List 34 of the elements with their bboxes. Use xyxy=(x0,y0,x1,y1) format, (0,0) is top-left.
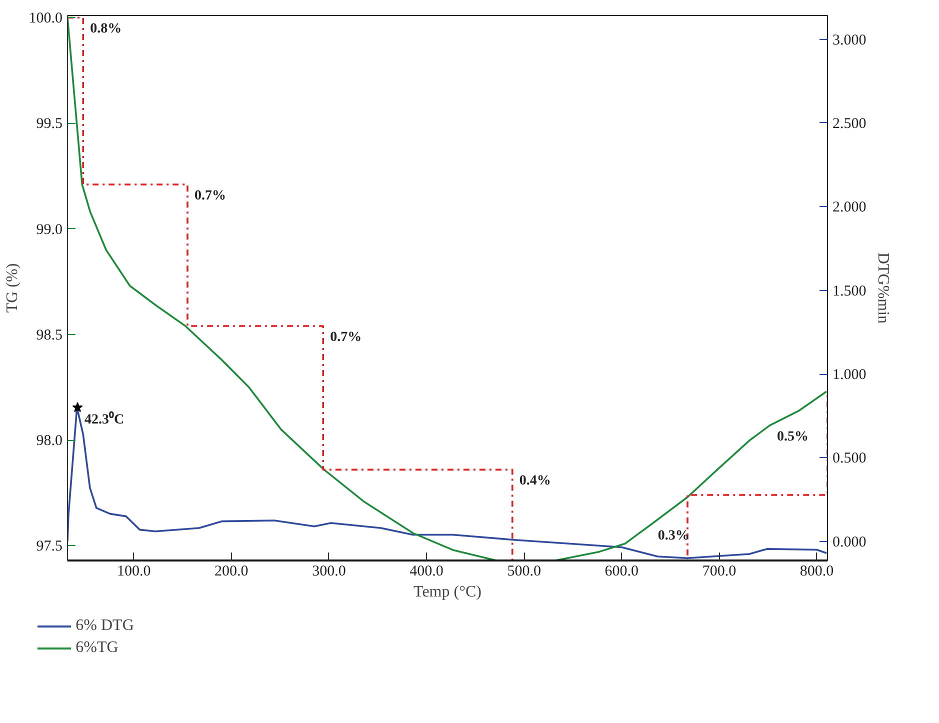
annotation: 0.5% xyxy=(776,429,808,444)
y-tick-label: 97.5 xyxy=(36,538,62,555)
x-axis-title: Temp (°C) xyxy=(414,584,482,600)
y2-tick-label: 1.000 xyxy=(832,367,866,384)
annotation: 0.3% xyxy=(658,528,690,544)
y2-tick-label: 0.500 xyxy=(832,450,866,467)
y-tick-label: 98.0 xyxy=(36,433,62,450)
x-tick-label: 600.0 xyxy=(604,564,639,580)
x-tick-label: 100.0 xyxy=(116,564,151,580)
y-tick-label: 100.0 xyxy=(28,10,62,27)
y2-tick-label: 2.500 xyxy=(832,116,866,132)
y-tick-label: 99.5 xyxy=(36,116,62,132)
annotation: 0.8% xyxy=(90,22,122,37)
annotation: 42.3⁰C xyxy=(84,410,124,428)
y2-tick-label: 0.000 xyxy=(832,534,866,550)
y2-tick-label: 1.500 xyxy=(832,283,866,300)
x-tick-label: 300.0 xyxy=(312,564,346,580)
y2-tick-label: 3.000 xyxy=(832,32,866,48)
x-tick-label: 400.0 xyxy=(410,564,444,580)
annotation: 0.7% xyxy=(194,188,226,204)
x-tick-label: 700.0 xyxy=(702,564,736,580)
y-axis-title: TG (%) xyxy=(4,263,21,313)
legend-label: 6%TG xyxy=(76,639,118,657)
annotation: 0.7% xyxy=(330,330,362,346)
x-tick-label: 800.0 xyxy=(800,564,834,580)
y2-tick-label: 2.000 xyxy=(832,200,866,216)
y-tick-label: 98.5 xyxy=(36,327,62,344)
y2-axis-title: DTG%min xyxy=(874,252,892,324)
legend-label: 6% DTG xyxy=(76,617,134,635)
line-series xyxy=(68,16,828,560)
y-tick-label: 99.0 xyxy=(36,222,62,238)
x-tick-label: 500.0 xyxy=(507,564,541,580)
x-tick-label: 200.0 xyxy=(214,564,248,580)
annotation: 0.4% xyxy=(519,474,551,489)
